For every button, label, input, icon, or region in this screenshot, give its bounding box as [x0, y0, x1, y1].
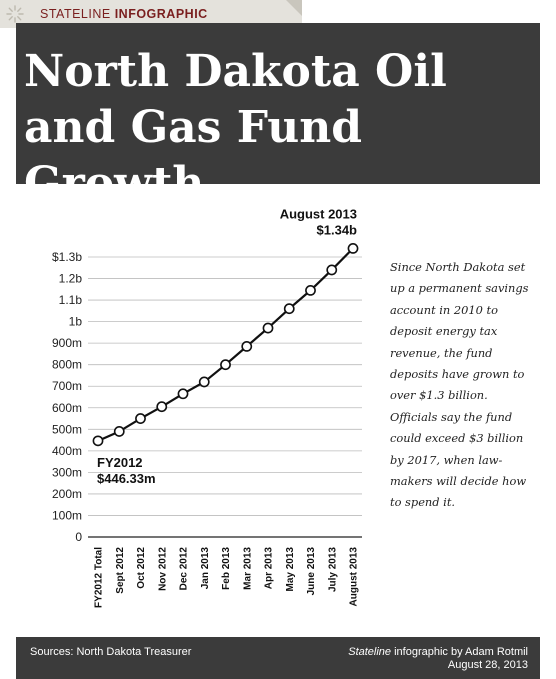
y-tick-label: 500m — [52, 422, 82, 436]
data-point — [92, 435, 104, 447]
data-point — [156, 401, 168, 413]
y-tick-label: 600m — [52, 401, 82, 415]
source-text: Sources: North Dakota Treasurer — [30, 646, 192, 658]
x-tick-label: August 2013 — [349, 547, 360, 607]
y-tick-label: 1b — [69, 315, 83, 329]
data-point — [283, 303, 295, 315]
y-tick-label: 700m — [52, 379, 82, 393]
x-tick-label: June 2013 — [306, 547, 317, 596]
y-tick-label: 900m — [52, 336, 82, 350]
x-tick-label: Feb 2013 — [221, 547, 232, 590]
y-tick-label: 200m — [52, 487, 82, 501]
data-point — [220, 359, 231, 371]
data-point — [326, 264, 338, 276]
series-line — [97, 247, 354, 442]
footer: Sources: North Dakota Treasurer Statelin… — [16, 637, 540, 679]
y-tick-label: 1.2b — [59, 272, 83, 286]
data-point — [241, 340, 253, 352]
data-point — [305, 284, 316, 296]
y-tick-label: 0 — [75, 530, 82, 544]
line-chart: 0 100m 200m 300m 400m 500m 600m 700m 800m 900m 1b 1… — [52, 206, 362, 608]
credit-date: August 28, 2013 — [447, 659, 528, 671]
page-title: North Dakota Oil and Gas Fund Growth — [24, 46, 447, 209]
x-tick-label: Oct 2012 — [136, 547, 147, 589]
data-point — [113, 426, 125, 437]
x-tick-label: FY2012 Total — [94, 547, 105, 608]
annotation-value: $1.34b — [317, 222, 358, 237]
sidebar-text: Since North Dakota set up a permanent sa… — [390, 260, 529, 510]
x-tick-label: Sept 2012 — [115, 547, 126, 594]
title-banner — [16, 23, 540, 184]
annotation-value: $446.33m — [97, 471, 156, 486]
x-tick-label: Jan 2013 — [200, 547, 211, 590]
tag-label: STATELINE INFOGRAPHIC — [40, 7, 208, 21]
y-tick-label: 800m — [52, 358, 82, 372]
data-point — [177, 388, 189, 400]
annotation-label: August 2013 — [280, 206, 357, 221]
tag-fold-corner — [286, 0, 302, 16]
credit-publication: Stateline — [348, 646, 392, 658]
y-tick-label: 1.1b — [59, 293, 83, 307]
x-tick-label: July 2013 — [327, 547, 338, 592]
sun-burst-icon — [6, 5, 24, 23]
x-tick-label: Nov 2012 — [157, 547, 168, 591]
x-tick-label: Dec 2012 — [179, 547, 190, 591]
y-tick-label: 100m — [52, 508, 82, 522]
y-tick-label: 300m — [52, 465, 82, 479]
y-tick-label: 400m — [52, 444, 82, 458]
data-point — [347, 242, 359, 254]
x-tick-label: Apr 2013 — [264, 547, 275, 590]
y-tick-label: $1.3b — [52, 250, 82, 264]
tag-prefix: STATELINE — [40, 7, 111, 21]
tag-bold: INFOGRAPHIC — [114, 7, 208, 21]
data-point — [135, 413, 146, 424]
credit-block: Stateline infographic by Adam Rotmil Aug… — [348, 646, 528, 672]
credit-author: infographic by Adam Rotmil — [391, 646, 528, 658]
x-tick-label: Mar 2013 — [242, 547, 253, 590]
x-tick-label: May 2013 — [285, 547, 296, 592]
annotation-label: FY2012 — [97, 455, 143, 470]
data-point — [198, 376, 210, 388]
data-point — [262, 322, 274, 334]
credit-line: Stateline infographic by Adam Rotmil — [348, 646, 528, 659]
